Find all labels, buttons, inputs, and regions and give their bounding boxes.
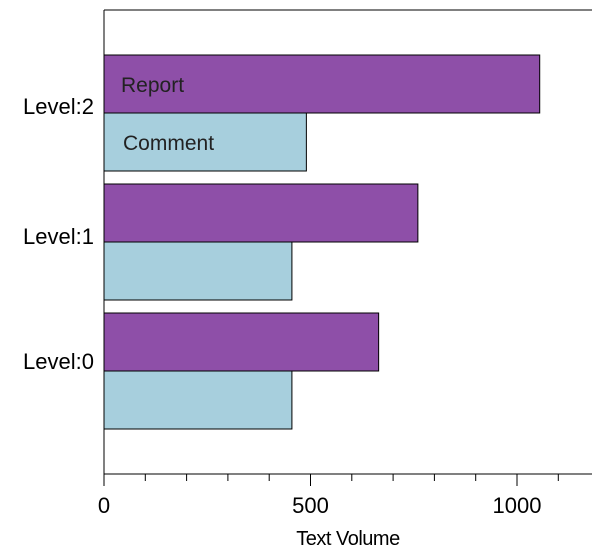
y-tick-label: Level:2 [23, 94, 94, 119]
x-tick-label: 500 [292, 493, 329, 518]
bar-comment-level-2 [103, 112, 307, 172]
bar-report-level-1 [103, 183, 419, 243]
axes-group: Level:0 Level:1 Level:2 0 500 1000 [23, 9, 592, 518]
x-tick-label: 0 [98, 493, 110, 518]
series-label-report: Report [121, 74, 184, 97]
y-tick-label: Level:0 [23, 349, 94, 374]
bar-comment-level-0 [103, 370, 293, 430]
bar-report-level-0 [103, 312, 380, 372]
x-tick-label: 1000 [493, 493, 542, 518]
bars-group: Report Comment [103, 54, 541, 430]
bar-report-level-2 [103, 54, 541, 114]
series-label-comment: Comment [123, 132, 214, 155]
bar-comment-level-1 [103, 241, 293, 301]
y-tick-label: Level:1 [23, 224, 94, 249]
x-axis-title: Text Volume [296, 528, 400, 548]
